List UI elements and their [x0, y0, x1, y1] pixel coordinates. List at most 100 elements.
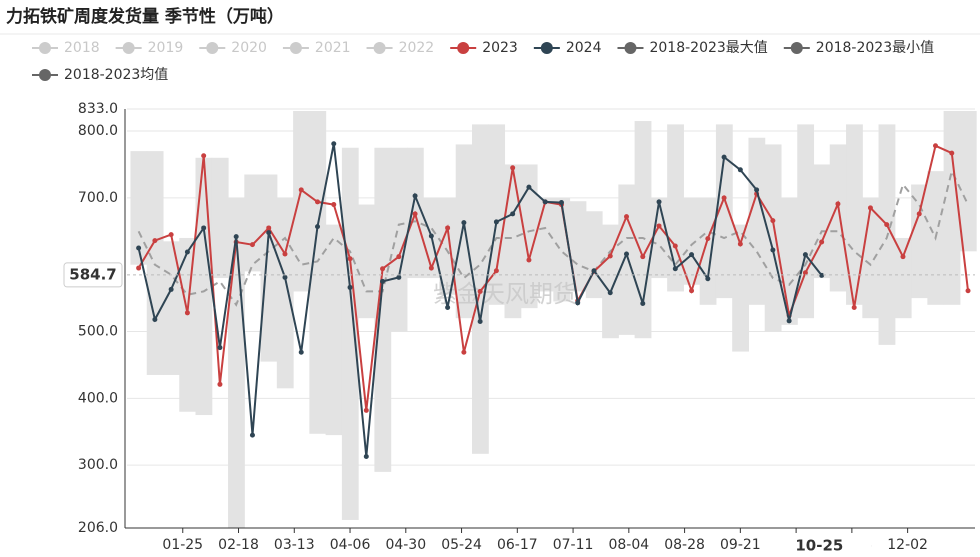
data-point [282, 274, 288, 280]
x-tick-label: 06-17 [497, 537, 538, 553]
data-point [445, 304, 451, 310]
data-point [184, 249, 190, 255]
legend-icon-dot [289, 42, 302, 54]
range-band [634, 121, 652, 339]
data-point [428, 233, 434, 239]
range-band [488, 124, 506, 305]
data-point [526, 184, 532, 190]
data-point [884, 222, 890, 228]
x-tick-label: 03-13 [274, 537, 315, 553]
range-band [813, 164, 831, 279]
y-tick-label: 833.0 [78, 101, 118, 117]
data-point [363, 407, 369, 413]
data-point [721, 154, 727, 160]
legend-item[interactable]: 2020 [199, 40, 267, 56]
range-band [715, 124, 733, 299]
data-point [802, 270, 808, 276]
data-point [624, 214, 630, 220]
legend-label: 2024 [566, 40, 602, 56]
range-band [959, 111, 977, 252]
range-band [764, 144, 782, 332]
data-point [233, 234, 239, 240]
range-band [602, 224, 619, 339]
legend-item[interactable]: 2018-2023最小值 [783, 40, 934, 56]
data-point [786, 318, 792, 324]
legend-label: 2022 [399, 40, 435, 56]
data-point [396, 274, 402, 280]
data-point [477, 319, 483, 325]
pointer-x-label: 10-25 [795, 537, 843, 555]
y-tick-label: 800.0 [78, 123, 118, 139]
legend-item[interactable]: 2023 [450, 40, 518, 56]
legend-item[interactable]: 2018-2023最大值 [617, 40, 768, 56]
data-point [737, 167, 743, 173]
y-tick-label: 206.0 [78, 520, 118, 536]
data-point [802, 252, 808, 258]
range-band [618, 184, 636, 335]
legend-label: 2020 [231, 40, 267, 56]
data-point [380, 278, 386, 284]
data-point [493, 268, 499, 274]
legend-label: 2019 [148, 40, 184, 56]
data-point [754, 187, 760, 193]
legend-icon-dot [624, 42, 637, 54]
x-tick-label: 08-04 [608, 537, 649, 553]
legend-item[interactable]: 2022 [366, 40, 435, 56]
data-point [315, 199, 321, 205]
data-point [266, 230, 272, 236]
data-point [249, 242, 255, 248]
range-band [211, 157, 229, 279]
data-point [705, 276, 711, 282]
range-band [146, 151, 164, 375]
range-band [260, 174, 278, 362]
pointer-y-box [63, 262, 123, 288]
data-point [916, 211, 922, 217]
data-point [526, 257, 532, 263]
data-point [461, 220, 467, 226]
data-point [672, 243, 678, 249]
range-band [846, 124, 863, 305]
data-point [656, 199, 662, 205]
chart-title: 力拓铁矿周度发货量 季节性（万吨） [6, 6, 284, 27]
data-point [477, 288, 483, 294]
range-band [829, 144, 847, 292]
legend-item[interactable]: 2024 [533, 40, 602, 56]
data-point [558, 200, 564, 206]
range-band [732, 224, 750, 352]
data-point [949, 150, 955, 156]
range-band [504, 164, 522, 319]
data-point [493, 219, 499, 225]
legend-item[interactable]: 2019 [115, 40, 184, 56]
data-point [575, 300, 581, 306]
data-point [428, 265, 434, 271]
pointer-x-box [767, 533, 872, 557]
y-tick-label: 400.0 [78, 390, 118, 406]
data-point [640, 300, 646, 306]
data-point [412, 193, 418, 199]
legend-item[interactable]: 2018-2023均值 [32, 67, 168, 83]
data-point [396, 254, 402, 260]
data-point [217, 345, 223, 351]
range-band [244, 174, 262, 272]
data-point [347, 256, 353, 262]
data-point [542, 199, 548, 205]
data-point [965, 288, 971, 294]
data-point [867, 205, 873, 211]
pointer-y-label: 584.7 [69, 265, 116, 283]
x-tick-label: 07-11 [553, 537, 594, 553]
range-band [374, 147, 392, 472]
data-point [705, 236, 711, 242]
x-tick-label: 01-25 [162, 537, 203, 553]
range-band [520, 164, 538, 309]
y-tick-label: 500.0 [78, 324, 118, 340]
x-tick-label: 09-21 [720, 537, 761, 553]
legend-item[interactable]: 2018 [32, 40, 100, 56]
data-point [331, 141, 337, 147]
legend-item[interactable]: 2021 [282, 40, 351, 56]
range-band [293, 111, 310, 292]
data-point [721, 195, 727, 201]
data-point [819, 272, 825, 278]
data-point [591, 268, 597, 274]
data-point [607, 253, 613, 259]
range-band [325, 224, 343, 436]
